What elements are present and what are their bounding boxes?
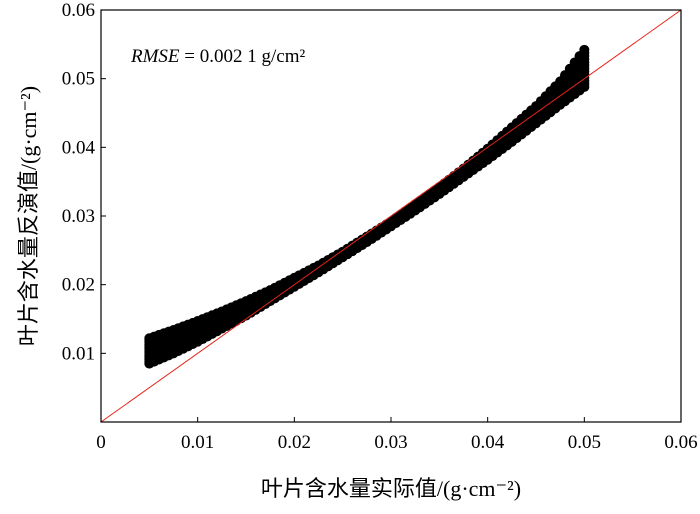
reference-line: [100, 9, 682, 423]
x-tick-label: 0.04: [471, 432, 505, 453]
rmse-value: = 0.002 1 g/cm²: [180, 46, 306, 67]
y-tick-label: 0.02: [62, 275, 95, 296]
axis-ticks: 0 0.01 0.02 0.03 0.04 0.05 0.06 0.01 0.02 0.03 0.0…: [62, 0, 698, 453]
x-tick-label: 0.02: [278, 432, 311, 453]
rmse-symbol: RMSE: [130, 46, 180, 67]
x-tick-label: 0.05: [568, 432, 601, 453]
y-tick-label: 0.06: [62, 0, 95, 21]
x-tick-label: 0.06: [664, 432, 697, 453]
rmse-annotation: RMSE = 0.002 1 g/cm²: [130, 46, 306, 67]
x-axis-title: 叶片含水量实际值/(g·cm⁻²): [261, 476, 521, 501]
x-tick-label: 0.03: [374, 432, 407, 453]
y-tick-label: 0.01: [62, 343, 95, 364]
y-tick-label: 0.04: [62, 137, 96, 158]
y-axis-title: 叶片含水量反演值/(g·cm⁻²): [16, 86, 41, 346]
y-tick-label: 0.03: [62, 206, 95, 227]
y-tick-label: 0.05: [62, 69, 95, 90]
x-tick-label: 0: [96, 432, 106, 453]
data-point: [579, 44, 590, 55]
x-tick-label: 0.01: [181, 432, 214, 453]
data-points: [144, 44, 590, 369]
